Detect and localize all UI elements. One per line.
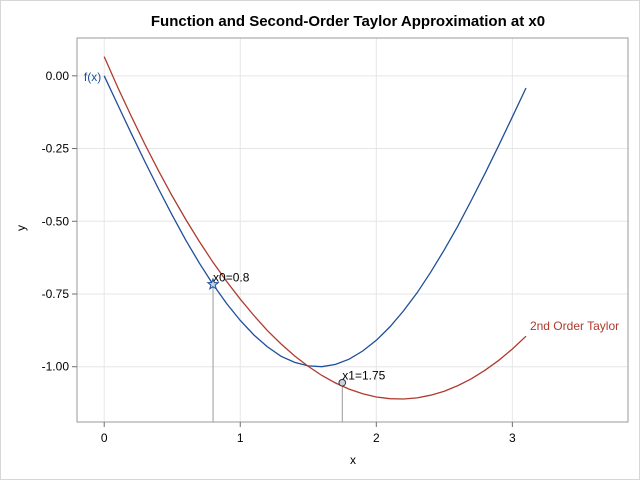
series-label-fx: f(x) (84, 70, 101, 84)
point-label-x0: x0=0.8 (213, 270, 250, 284)
x-tick-label: 3 (509, 431, 516, 445)
y-tick-label: -0.75 (42, 287, 70, 301)
y-axis-label: y (14, 225, 28, 231)
series-line-1 (103, 56, 527, 400)
drop-lines (212, 284, 343, 422)
annotations: f(x) 2nd Order Taylor x0=0.8 x1=1.75 (84, 70, 619, 383)
plot-area (76, 37, 629, 423)
x-tick-label: 0 (101, 431, 108, 445)
axes: 0 1 2 3 0.00 -0.25 -0.50 -0.75 -1.00 (42, 69, 516, 445)
point-label-x1: x1=1.75 (342, 369, 385, 383)
x-axis-label: x (350, 453, 356, 467)
star-marker-x0 (206, 277, 220, 290)
x-tick-label: 1 (237, 431, 244, 445)
point-markers (206, 277, 347, 387)
y-tick-label: 0.00 (46, 69, 70, 83)
circle-marker-x1 (338, 378, 347, 387)
grid (77, 38, 628, 422)
chart-title: Function and Second-Order Taylor Approxi… (151, 13, 545, 30)
x-tick-label: 2 (373, 431, 380, 445)
series-label-taylor: 2nd Order Taylor (530, 319, 619, 333)
y-tick-label: -0.25 (42, 142, 70, 156)
series-line-0 (103, 75, 527, 368)
y-tick-label: -1.00 (42, 360, 70, 374)
series-lines (103, 56, 527, 400)
y-tick-label: -0.50 (42, 214, 70, 228)
